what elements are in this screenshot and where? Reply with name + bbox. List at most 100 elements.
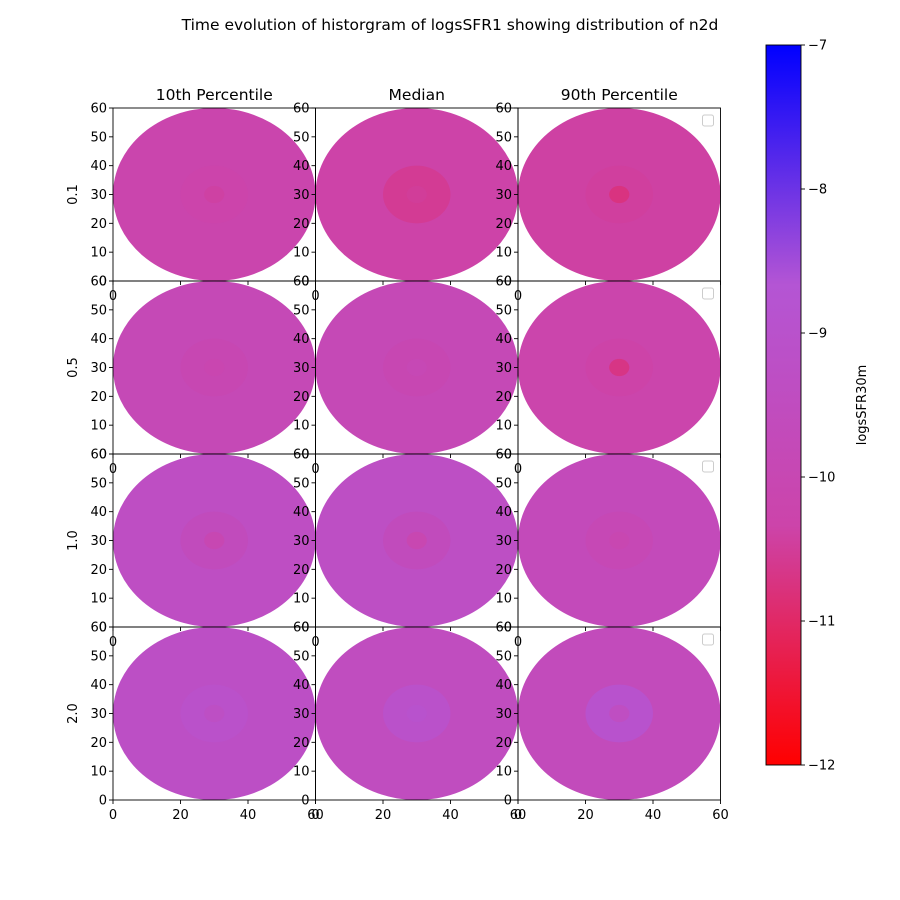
y-tick-label: 0 [99,794,107,809]
y-tick-label: 40 [90,159,107,174]
colorbar-tick-label: −10 [808,471,835,486]
legend-box [702,287,714,300]
y-tick-label: 50 [495,130,512,145]
y-tick-label: 40 [293,332,310,347]
y-tick-label: 0 [504,621,512,636]
y-tick-label: 30 [495,188,512,203]
column-title: Median [389,86,445,104]
y-tick-label: 40 [495,332,512,347]
figure-title: Time evolution of historgram of logsSFR1… [181,16,719,34]
row-label: 0.5 [66,357,81,378]
y-tick-label: 0 [504,794,512,809]
inner-ring [204,704,225,723]
heatmap-panel: 010203040506002040Median [293,86,519,304]
y-tick-label: 0 [301,794,309,809]
colorbar-tick-label: −9 [808,327,827,342]
y-tick-label: 30 [293,188,310,203]
inner-ring [609,531,630,550]
y-tick-label: 50 [293,476,310,491]
y-tick-label: 20 [495,390,512,405]
y-tick-label: 40 [293,159,310,174]
x-tick-label: 60 [510,808,527,823]
y-tick-label: 20 [495,217,512,232]
y-tick-label: 60 [90,621,107,636]
y-tick-label: 0 [99,448,107,463]
y-tick-label: 60 [90,448,107,463]
y-tick-label: 10 [293,592,310,607]
inner-ring [204,185,225,204]
x-tick-label: 20 [577,808,594,823]
y-tick-label: 50 [90,649,107,664]
inner-ring [204,358,225,377]
y-tick-label: 30 [293,361,310,376]
y-tick-label: 10 [495,592,512,607]
y-tick-label: 30 [293,707,310,722]
y-tick-label: 60 [90,275,107,290]
y-tick-label: 60 [293,102,310,117]
y-tick-label: 10 [90,765,107,780]
y-tick-label: 40 [495,505,512,520]
y-tick-label: 20 [293,217,310,232]
colorbar-tick-label: −11 [808,615,835,630]
column-title: 90th Percentile [561,86,678,104]
y-tick-label: 60 [293,448,310,463]
heatmap-panel: 0102030405060020400.5 [66,275,316,477]
y-tick-label: 40 [495,678,512,693]
x-tick-label: 0 [311,808,319,823]
y-tick-label: 50 [293,649,310,664]
colorbar-gradient [765,44,802,766]
y-tick-label: 50 [495,303,512,318]
y-tick-label: 30 [495,534,512,549]
y-tick-label: 0 [301,275,309,290]
y-tick-label: 10 [495,419,512,434]
colorbar-label: logsSFR30m [855,365,870,446]
y-tick-label: 0 [301,621,309,636]
x-tick-label: 20 [375,808,392,823]
y-tick-label: 30 [293,534,310,549]
y-tick-label: 30 [90,707,107,722]
y-tick-label: 10 [293,765,310,780]
y-tick-label: 0 [99,621,107,636]
x-tick-label: 60 [712,808,729,823]
y-tick-label: 30 [90,188,107,203]
colorbar: −12 −11 −10 −9 −8 −7 logsSFR30m [765,39,870,774]
y-tick-label: 20 [90,390,107,405]
column-title: 10th Percentile [156,86,273,104]
y-tick-label: 10 [90,592,107,607]
y-tick-label: 40 [293,505,310,520]
row-label: 1.0 [66,530,81,551]
x-tick-label: 40 [442,808,459,823]
y-tick-label: 10 [293,246,310,261]
y-tick-label: 50 [495,649,512,664]
inner-ring [406,531,427,550]
row-label: 0.1 [66,184,81,205]
y-tick-label: 20 [293,563,310,578]
y-tick-label: 20 [293,736,310,751]
y-tick-label: 50 [90,303,107,318]
inner-ring [204,531,225,550]
y-tick-label: 0 [504,275,512,290]
y-tick-label: 60 [495,275,512,290]
y-tick-label: 50 [90,476,107,491]
y-tick-label: 60 [90,102,107,117]
y-tick-label: 10 [90,419,107,434]
y-tick-label: 20 [495,563,512,578]
y-tick-label: 50 [495,476,512,491]
colorbar-tick-label: −8 [808,183,827,198]
y-tick-label: 60 [495,621,512,636]
y-tick-label: 40 [293,678,310,693]
y-tick-label: 60 [495,448,512,463]
heatmap-panel: 01020304050600204090th Percentile [495,86,721,304]
y-tick-label: 10 [90,246,107,261]
y-tick-label: 40 [90,678,107,693]
x-tick-label: 20 [172,808,189,823]
